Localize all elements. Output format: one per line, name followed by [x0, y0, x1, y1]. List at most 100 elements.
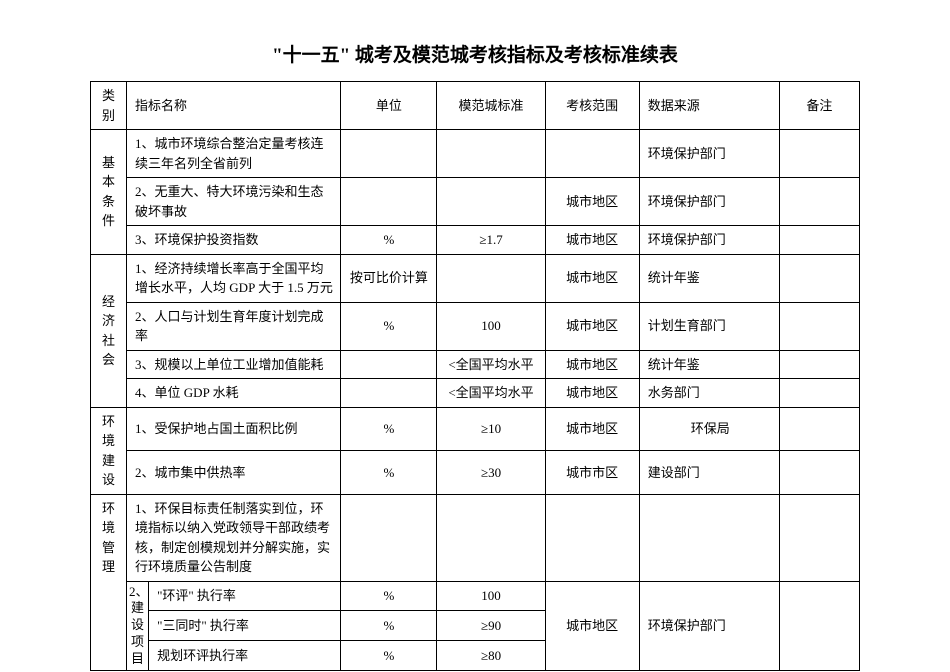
- table-row: 环境建设1、受保护地占国土面积比例%≥10城市地区环保局: [91, 407, 860, 451]
- sub-label: 2、建设项目: [127, 581, 149, 670]
- standard-cell: [437, 494, 545, 581]
- source-cell: 统计年鉴: [639, 254, 779, 302]
- unit-cell: %: [341, 581, 437, 611]
- unit-cell: 按可比价计算: [341, 254, 437, 302]
- note-cell: [779, 494, 859, 581]
- table-row: 基本条件1、城市环境综合整治定量考核连续三年名列全省前列环境保护部门: [91, 130, 860, 178]
- indicator-name: 2、无重大、特大环境污染和生态破坏事故: [127, 178, 341, 226]
- table-row: 经济社会1、经济持续增长率高于全国平均增长水平，人均 GDP 大于 1.5 万元…: [91, 254, 860, 302]
- header-row: 类别 指标名称 单位 模范城标准 考核范围 数据来源 备注: [91, 82, 860, 130]
- standard-cell: [437, 130, 545, 178]
- source-cell: 环保局: [639, 407, 779, 451]
- source-cell: 环境保护部门: [639, 130, 779, 178]
- scope-cell: [545, 130, 639, 178]
- standard-cell: 100: [437, 581, 545, 611]
- page-title: "十一五" 城考及模范城考核指标及考核标准续表: [90, 40, 860, 67]
- table-row: 2、建设项目"环评" 执行率%100城市地区环境保护部门: [91, 581, 860, 611]
- category-cell: 环境建设: [91, 407, 127, 494]
- standard-cell: <全国平均水平: [437, 350, 545, 379]
- category-cell: [91, 611, 127, 641]
- scope-cell: [545, 494, 639, 581]
- category-cell: [91, 581, 127, 611]
- category-cell: [91, 641, 127, 671]
- scope-cell: 城市地区: [545, 226, 639, 255]
- scope-cell: 城市地区: [545, 350, 639, 379]
- th-category: 类别: [91, 82, 127, 130]
- scope-cell: 城市地区: [545, 302, 639, 350]
- unit-cell: %: [341, 226, 437, 255]
- table-row: 2、城市集中供热率%≥30城市市区建设部门: [91, 451, 860, 495]
- category-cell: 经济社会: [91, 254, 127, 407]
- source-cell: 环境保护部门: [639, 178, 779, 226]
- unit-cell: [341, 379, 437, 408]
- note-cell: [779, 451, 859, 495]
- scope-cell: 城市市区: [545, 451, 639, 495]
- source-cell: [639, 494, 779, 581]
- standard-cell: 100: [437, 302, 545, 350]
- scope-cell: 城市地区: [545, 407, 639, 451]
- indicator-name: 3、规模以上单位工业增加值能耗: [127, 350, 341, 379]
- note-cell: [779, 226, 859, 255]
- scope-cell: 城市地区: [545, 254, 639, 302]
- standard-cell: <全国平均水平: [437, 379, 545, 408]
- standard-cell: ≥80: [437, 641, 545, 671]
- scope-cell: 城市地区: [545, 581, 639, 670]
- category-cell: 基本条件: [91, 130, 127, 255]
- assessment-table: 类别 指标名称 单位 模范城标准 考核范围 数据来源 备注 基本条件1、城市环境…: [90, 81, 860, 671]
- note-cell: [779, 254, 859, 302]
- unit-cell: [341, 494, 437, 581]
- table-row: 4、单位 GDP 水耗 <全国平均水平城市地区水务部门: [91, 379, 860, 408]
- indicator-name: 2、人口与计划生育年度计划完成率: [127, 302, 341, 350]
- standard-cell: [437, 254, 545, 302]
- table-row: 3、规模以上单位工业增加值能耗 <全国平均水平城市地区统计年鉴: [91, 350, 860, 379]
- th-source: 数据来源: [639, 82, 779, 130]
- source-cell: 环境保护部门: [639, 226, 779, 255]
- table-row: 环境管理1、环保目标责任制落实到位，环境指标以纳入党政领导干部政绩考核，制定创模…: [91, 494, 860, 581]
- indicator-name: 规划环评执行率: [149, 641, 341, 671]
- unit-cell: [341, 130, 437, 178]
- indicator-name: "三同时" 执行率: [149, 611, 341, 641]
- source-cell: 水务部门: [639, 379, 779, 408]
- th-name: 指标名称: [127, 82, 341, 130]
- scope-cell: 城市地区: [545, 379, 639, 408]
- source-cell: 统计年鉴: [639, 350, 779, 379]
- indicator-name: 4、单位 GDP 水耗: [127, 379, 341, 408]
- unit-cell: %: [341, 641, 437, 671]
- indicator-name: 1、受保护地占国土面积比例: [127, 407, 341, 451]
- unit-cell: %: [341, 302, 437, 350]
- indicator-name: 1、环保目标责任制落实到位，环境指标以纳入党政领导干部政绩考核，制定创模规划并分…: [127, 494, 341, 581]
- th-standard: 模范城标准: [437, 82, 545, 130]
- note-cell: [779, 407, 859, 451]
- table-row: 3、环境保护投资指数%≥1.7城市地区环境保护部门: [91, 226, 860, 255]
- note-cell: [779, 581, 859, 670]
- indicator-name: 1、经济持续增长率高于全国平均增长水平，人均 GDP 大于 1.5 万元: [127, 254, 341, 302]
- table-row: 2、无重大、特大环境污染和生态破坏事故 城市地区环境保护部门: [91, 178, 860, 226]
- standard-cell: ≥30: [437, 451, 545, 495]
- table-row: 2、人口与计划生育年度计划完成率%100城市地区计划生育部门: [91, 302, 860, 350]
- unit-cell: %: [341, 407, 437, 451]
- th-note: 备注: [779, 82, 859, 130]
- category-cell: 环境管理: [91, 494, 127, 581]
- source-cell: 计划生育部门: [639, 302, 779, 350]
- scope-cell: 城市地区: [545, 178, 639, 226]
- indicator-name: "环评" 执行率: [149, 581, 341, 611]
- unit-cell: %: [341, 451, 437, 495]
- standard-cell: [437, 178, 545, 226]
- th-scope: 考核范围: [545, 82, 639, 130]
- indicator-name: 1、城市环境综合整治定量考核连续三年名列全省前列: [127, 130, 341, 178]
- note-cell: [779, 178, 859, 226]
- note-cell: [779, 379, 859, 408]
- standard-cell: ≥10: [437, 407, 545, 451]
- th-unit: 单位: [341, 82, 437, 130]
- note-cell: [779, 130, 859, 178]
- note-cell: [779, 302, 859, 350]
- source-cell: 环境保护部门: [639, 581, 779, 670]
- unit-cell: %: [341, 611, 437, 641]
- note-cell: [779, 350, 859, 379]
- standard-cell: ≥1.7: [437, 226, 545, 255]
- unit-cell: [341, 350, 437, 379]
- unit-cell: [341, 178, 437, 226]
- indicator-name: 3、环境保护投资指数: [127, 226, 341, 255]
- standard-cell: ≥90: [437, 611, 545, 641]
- source-cell: 建设部门: [639, 451, 779, 495]
